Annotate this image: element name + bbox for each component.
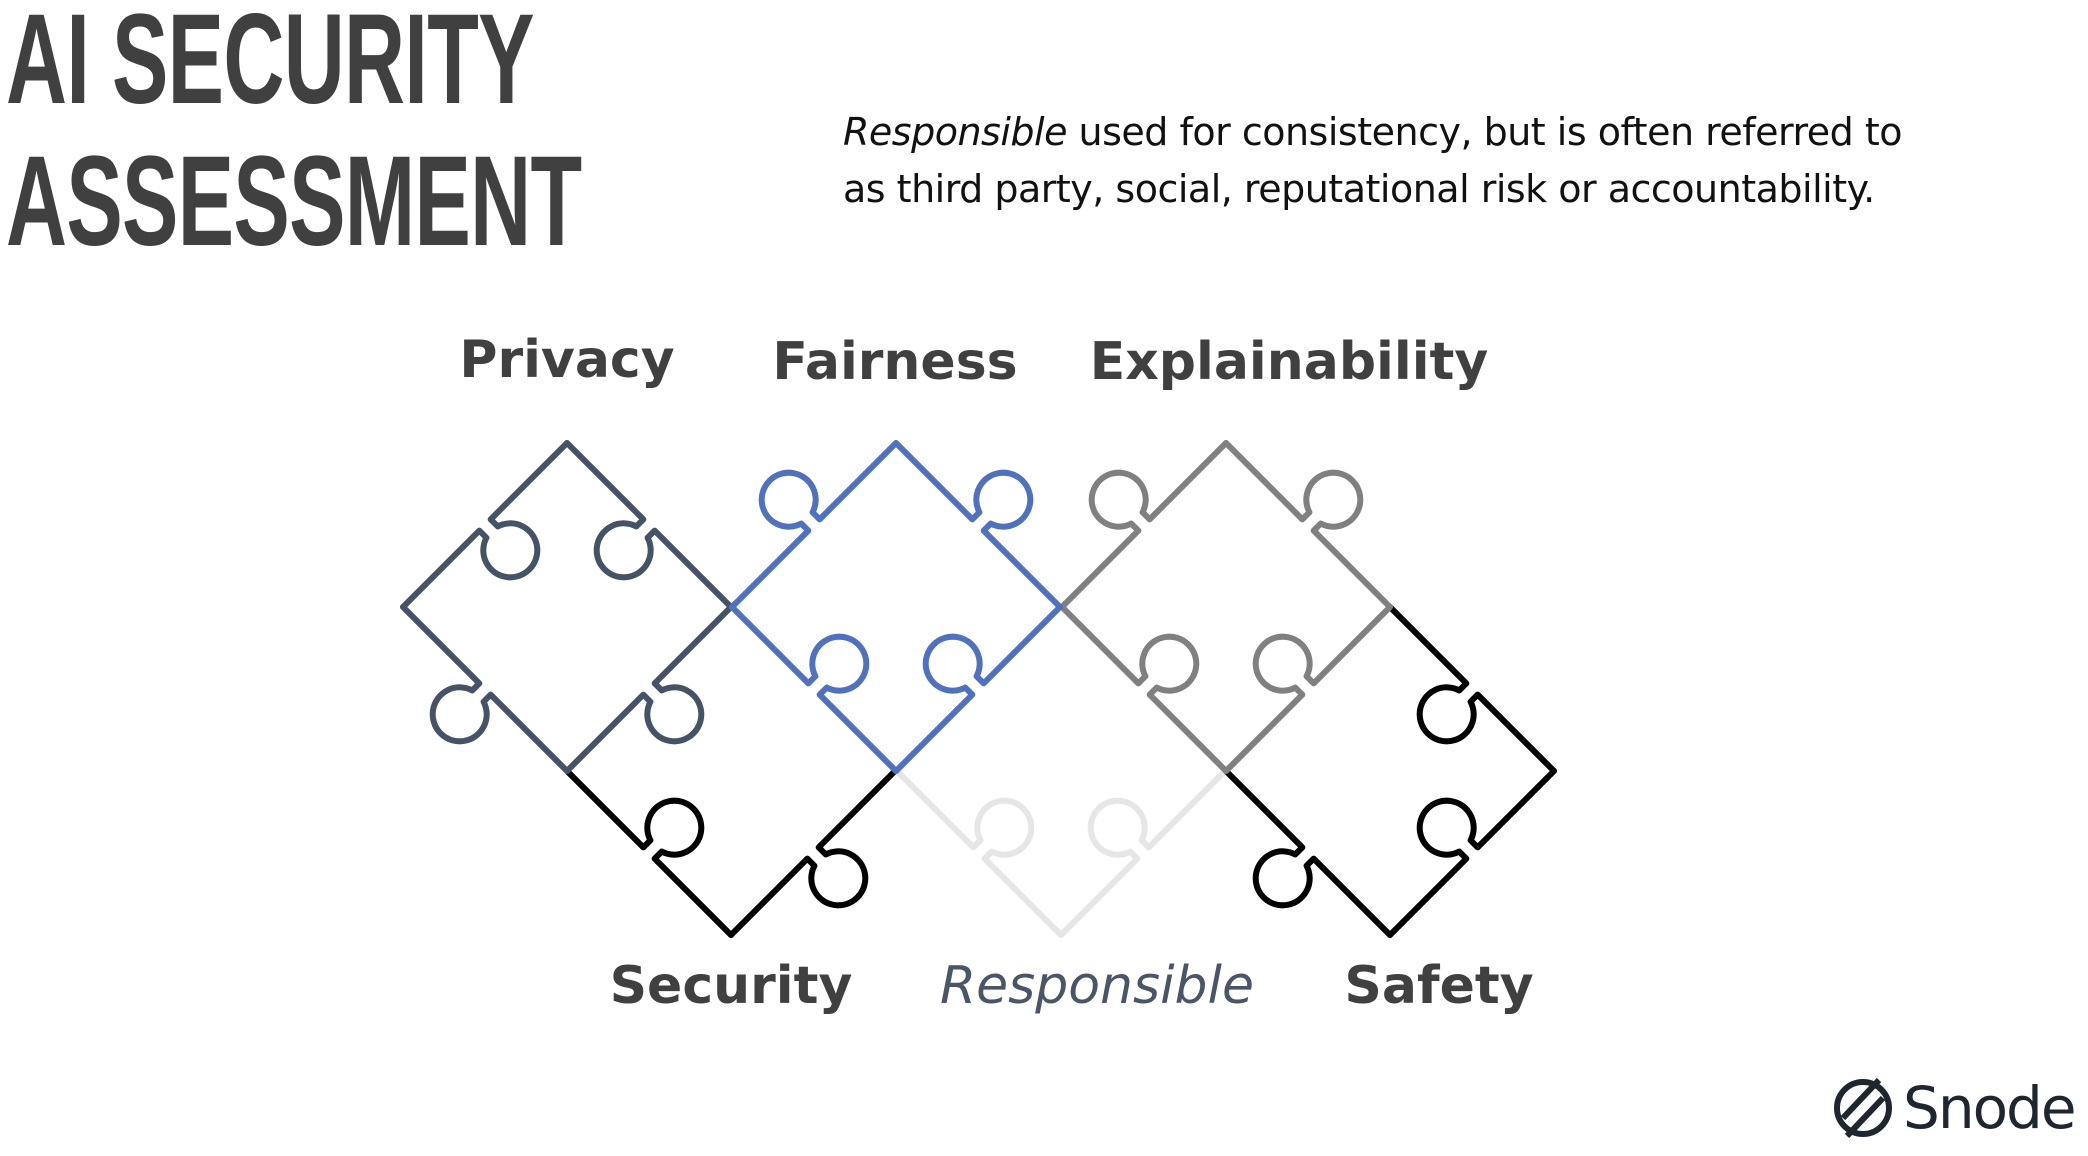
- note-line-2: as third party, social, reputational ris…: [843, 167, 1875, 211]
- puzzle-edge-responsible: [894, 768, 1064, 938]
- label-privacy: Privacy: [459, 330, 675, 390]
- puzzle-edge-privacy: [564, 604, 734, 774]
- puzzle-edge-explainability: [1059, 440, 1229, 610]
- puzzle-edge-responsible: [1058, 768, 1228, 938]
- title-line-2: ASSESSMENT: [6, 130, 582, 273]
- snode-logo: Snode: [1829, 1074, 2077, 1142]
- puzzle-edge-safety: [1223, 768, 1393, 938]
- puzzle-edge-privacy: [400, 604, 570, 774]
- puzzle-edge-fairness: [893, 604, 1063, 774]
- note-emphasis: Responsible: [843, 110, 1067, 154]
- label-fairness: Fairness: [772, 332, 1018, 392]
- puzzle-edge-privacy: [564, 440, 734, 610]
- note-line-1: used for consistency, but is often refer…: [1066, 110, 1903, 154]
- label-security: Security: [609, 956, 853, 1016]
- note-text: Responsible used for consistency, but is…: [843, 104, 1903, 218]
- label-explainability: Explainability: [1089, 332, 1489, 392]
- snode-logo-icon: [1834, 1077, 1892, 1139]
- puzzle-edge-safety: [1387, 768, 1557, 938]
- puzzle-edge-explainability: [1223, 604, 1393, 774]
- title-line-1: AI SECURITY: [6, 0, 534, 131]
- puzzle-edge-fairness: [729, 440, 899, 610]
- puzzle-edge-security: [564, 768, 734, 938]
- label-safety: Safety: [1344, 956, 1534, 1016]
- puzzle-edge-explainability: [1059, 604, 1229, 774]
- label-responsible: Responsible: [940, 956, 1254, 1016]
- puzzle-edge-privacy: [400, 440, 570, 610]
- puzzle-edge-security: [728, 768, 898, 938]
- puzzle-edge-safety: [1387, 604, 1557, 774]
- puzzle-edge-explainability: [1223, 440, 1393, 610]
- puzzle-edge-fairness: [729, 604, 899, 774]
- puzzle-edge-fairness: [893, 440, 1063, 610]
- snode-logo-text: Snode: [1903, 1074, 2077, 1142]
